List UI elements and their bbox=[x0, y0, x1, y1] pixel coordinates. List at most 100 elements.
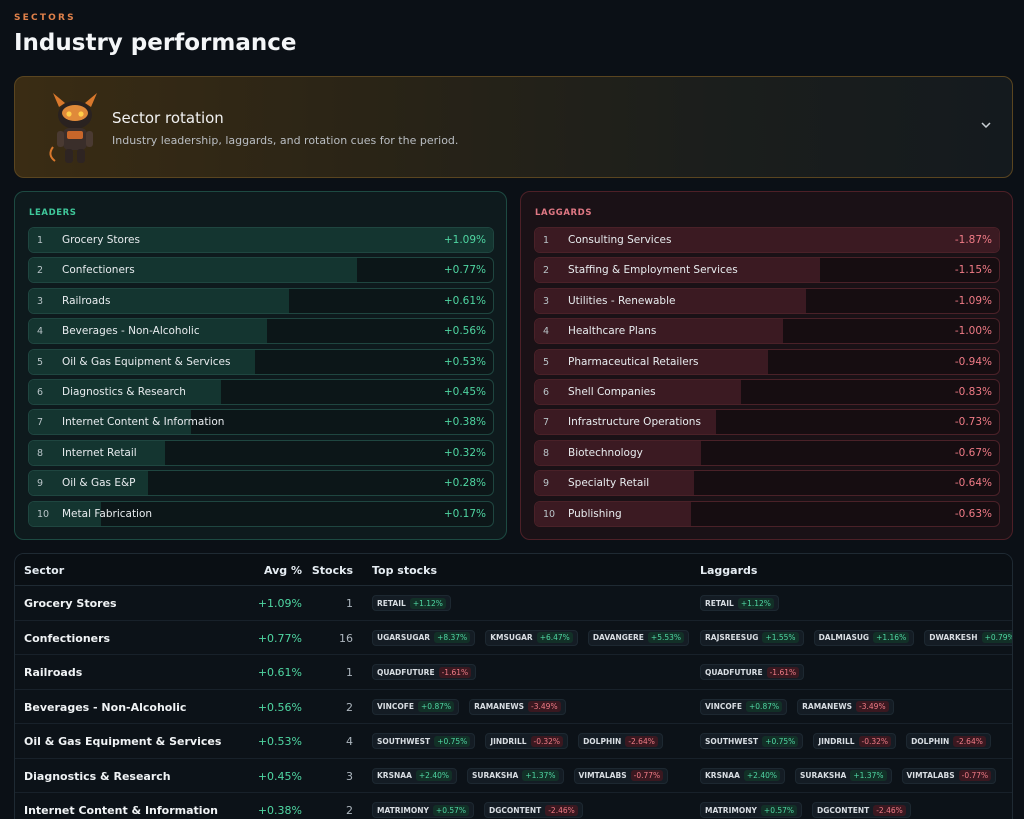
stock-chip[interactable]: SURAKSHA +1.37% bbox=[795, 767, 892, 784]
performance-bar bbox=[29, 258, 357, 283]
sector-name: Oil & Gas Equipment & Services bbox=[24, 735, 222, 748]
stock-change: +5.53% bbox=[647, 632, 685, 643]
performance-bar bbox=[29, 379, 221, 404]
stock-chip[interactable]: UGARSUGAR +8.37% bbox=[372, 629, 476, 646]
table-row[interactable]: Oil & Gas Equipment & Services +0.53% 4 SOU… bbox=[15, 724, 1012, 759]
stock-chip[interactable]: VIMTALABS -0.77% bbox=[901, 767, 997, 784]
performance-bar bbox=[29, 228, 493, 252]
stock-chip[interactable]: QUADFUTURE -1.61% bbox=[700, 664, 805, 680]
table-row[interactable]: Confectioners +0.77% 16 UGARSUGAR +8.37% KMSU… bbox=[15, 621, 1012, 655]
table-row[interactable]: Internet Content & Information +0.38% 2 MAT… bbox=[15, 793, 1012, 819]
laggards-cell: KRSNAA +2.40% SURAKSHA +1.37% VIMTALABS -0.77… bbox=[700, 767, 997, 784]
stock-chip[interactable]: VINCOFE +0.87% bbox=[372, 698, 460, 715]
performance-bar bbox=[29, 410, 191, 435]
stock-ticker: DOLPHIN bbox=[911, 736, 950, 746]
leader-row[interactable]: 9 Oil & Gas E&P +0.28% bbox=[28, 470, 494, 497]
laggard-row[interactable]: 9 Specialty Retail -0.64% bbox=[534, 470, 1000, 497]
laggard-row[interactable]: 7 Infrastructure Operations -0.73% bbox=[534, 409, 1000, 436]
stock-chip[interactable]: DALMIASUG +1.16% bbox=[813, 629, 915, 646]
industry-name: Specialty Retail bbox=[568, 477, 650, 490]
stock-chip[interactable]: DOLPHIN -2.64% bbox=[578, 733, 663, 749]
header-laggards: Laggards bbox=[700, 564, 758, 577]
leader-row[interactable]: 1 Grocery Stores +1.09% bbox=[28, 227, 494, 253]
stock-change: +0.75% bbox=[762, 735, 799, 747]
laggard-row[interactable]: 8 Biotechnology -0.67% bbox=[534, 439, 1000, 466]
leader-row[interactable]: 8 Internet Retail +0.32% bbox=[28, 439, 494, 466]
stock-ticker: SOUTHWEST bbox=[705, 736, 759, 746]
stock-chip[interactable]: MATRIMONY +0.57% bbox=[700, 802, 803, 818]
stock-chip[interactable]: KRSNAA +2.40% bbox=[700, 767, 785, 784]
stock-chip[interactable]: JINDRILL -0.32% bbox=[485, 733, 569, 749]
leader-row[interactable]: 4 Beverages - Non-Alcoholic +0.56% bbox=[28, 318, 494, 345]
stock-ticker: DGCONTENT bbox=[489, 805, 542, 815]
laggard-row[interactable]: 4 Healthcare Plans -1.00% bbox=[534, 318, 1000, 345]
avg-change: +0.61% bbox=[257, 666, 302, 679]
stock-change: +2.40% bbox=[743, 770, 780, 781]
leader-row[interactable]: 7 Internet Content & Information +0.38% bbox=[28, 409, 494, 436]
stock-chip[interactable]: RAMANEWS -3.49% bbox=[469, 698, 566, 715]
leader-row[interactable]: 10 Metal Fabrication +0.17% bbox=[28, 500, 494, 527]
stock-chip[interactable]: DOLPHIN -2.64% bbox=[906, 733, 991, 749]
performance-bar bbox=[535, 501, 692, 526]
stock-chip[interactable]: DWARKESH +0.79% bbox=[924, 629, 1012, 646]
stock-chip[interactable]: RETAIL +1.12% bbox=[700, 595, 779, 611]
stock-ticker: DAVANGERE bbox=[592, 633, 644, 642]
stock-change: -0.77% bbox=[630, 770, 664, 781]
rank-number: 4 bbox=[37, 326, 44, 338]
stock-chip[interactable]: DGCONTENT -2.46% bbox=[812, 802, 911, 818]
laggard-row[interactable]: 3 Utilities - Renewable -1.09% bbox=[534, 287, 1000, 314]
stock-chip[interactable]: RETAIL +1.12% bbox=[372, 595, 451, 611]
stock-chip[interactable]: DAVANGERE +5.53% bbox=[587, 629, 690, 646]
performance-bar bbox=[535, 258, 821, 283]
leader-row[interactable]: 5 Oil & Gas Equipment & Services +0.53% bbox=[28, 348, 494, 375]
stock-chip[interactable]: SOUTHWEST +0.75% bbox=[700, 733, 804, 749]
laggard-row[interactable]: 2 Staffing & Employment Services -1.15% bbox=[534, 257, 1000, 284]
header-sector[interactable]: Sector bbox=[24, 564, 65, 577]
stock-ticker: QUADFUTURE bbox=[377, 667, 435, 677]
stock-chip[interactable]: DGCONTENT -2.46% bbox=[484, 802, 583, 818]
stock-count: 4 bbox=[346, 735, 353, 748]
header-stocks[interactable]: Stocks bbox=[311, 564, 353, 577]
performance-bar bbox=[535, 319, 784, 344]
table-row[interactable]: Beverages - Non-Alcoholic +0.56% 2 VINCOFE +… bbox=[15, 690, 1012, 724]
stock-change: +0.79% bbox=[981, 632, 1012, 643]
stock-chip[interactable]: QUADFUTURE -1.61% bbox=[372, 664, 477, 680]
table-row[interactable]: Grocery Stores +1.09% 1 RETAIL +1.12% RETAIL +… bbox=[15, 586, 1012, 621]
stock-ticker: VIMTALABS bbox=[906, 771, 955, 780]
stock-ticker: KRSNAA bbox=[705, 771, 740, 780]
stock-chip[interactable]: VIMTALABS -0.77% bbox=[573, 767, 669, 784]
stock-ticker: RAJSREESUG bbox=[705, 633, 759, 642]
leader-row[interactable]: 6 Diagnostics & Research +0.45% bbox=[28, 378, 494, 405]
laggards-cell: VINCOFE +0.87% RAMANEWS -3.49% bbox=[700, 698, 894, 715]
table-row[interactable]: Railroads +0.61% 1 QUADFUTURE -1.61% QUADFUTU… bbox=[15, 655, 1012, 690]
stock-chip[interactable]: SOUTHWEST +0.75% bbox=[372, 733, 476, 749]
laggard-row[interactable]: 1 Consulting Services -1.87% bbox=[534, 227, 1000, 253]
laggard-row[interactable]: 10 Publishing -0.63% bbox=[534, 500, 1000, 527]
header-avg[interactable]: Avg % bbox=[263, 564, 302, 577]
stock-count: 2 bbox=[346, 700, 353, 714]
table-header: Sector Avg % Stocks Top stocks Laggards bbox=[15, 554, 1012, 586]
stock-chip[interactable]: RAMANEWS -3.49% bbox=[797, 698, 894, 715]
stock-chip[interactable]: KMSUGAR +6.47% bbox=[485, 629, 578, 646]
stock-chip[interactable]: MATRIMONY +0.57% bbox=[372, 802, 475, 818]
laggard-row[interactable]: 5 Pharmaceutical Retailers -0.94% bbox=[534, 348, 1000, 375]
stock-chip[interactable]: RAJSREESUG +1.55% bbox=[700, 629, 804, 646]
table-row[interactable]: Diagnostics & Research +0.45% 3 KRSNAA +2.40… bbox=[15, 759, 1012, 793]
stock-chip[interactable]: VINCOFE +0.87% bbox=[700, 698, 788, 715]
sector-name: Beverages - Non-Alcoholic bbox=[24, 700, 187, 714]
stock-chip[interactable]: KRSNAA +2.40% bbox=[372, 767, 457, 784]
leader-row[interactable]: 2 Confectioners +0.77% bbox=[28, 257, 494, 284]
table-body: Grocery Stores +1.09% 1 RETAIL +1.12% RETAIL +… bbox=[15, 586, 1012, 819]
stock-chip[interactable]: SURAKSHA +1.37% bbox=[467, 767, 564, 784]
avg-change: +0.45% bbox=[257, 769, 302, 783]
avg-change: +0.38% bbox=[257, 804, 302, 817]
stock-change: -2.64% bbox=[625, 735, 658, 747]
leader-row[interactable]: 3 Railroads +0.61% bbox=[28, 287, 494, 314]
stock-change: +2.40% bbox=[415, 770, 452, 781]
stock-ticker: SURAKSHA bbox=[800, 771, 847, 780]
laggard-row[interactable]: 6 Shell Companies -0.83% bbox=[534, 378, 1000, 405]
industry-name: Diagnostics & Research bbox=[62, 385, 186, 398]
chevron-down-icon[interactable] bbox=[978, 117, 994, 133]
sector-rotation-banner[interactable]: Sector rotation Industry leadership, lag… bbox=[14, 76, 1013, 178]
stock-chip[interactable]: JINDRILL -0.32% bbox=[813, 733, 897, 749]
